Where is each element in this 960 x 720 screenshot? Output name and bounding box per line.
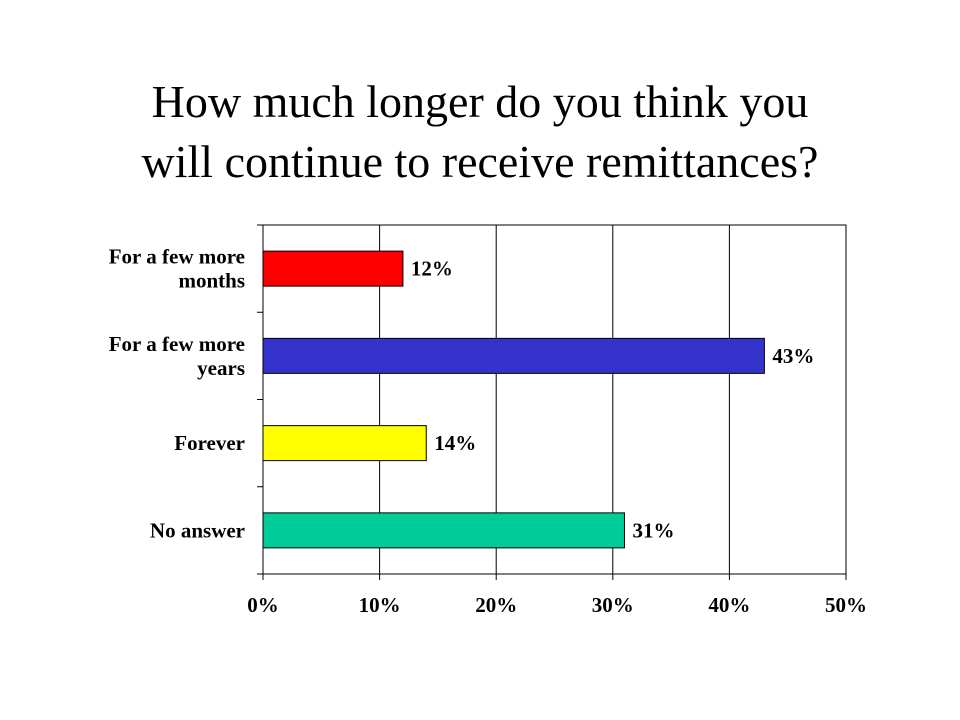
category-label: Forever — [174, 431, 245, 455]
bar — [262, 512, 625, 549]
category-label: months — [178, 269, 245, 293]
data-label: 31% — [632, 518, 674, 542]
x-tick-label: 40% — [708, 593, 750, 617]
slide-title: How much longer do you think you will co… — [0, 72, 960, 192]
bar — [262, 425, 427, 462]
category-label: For a few more — [109, 245, 245, 269]
bar — [262, 337, 765, 374]
axes — [257, 224, 847, 580]
x-tick-label: 10% — [359, 593, 401, 617]
x-tick-label: 50% — [825, 593, 867, 617]
category-label: No answer — [150, 518, 245, 542]
category-label: years — [197, 356, 245, 380]
x-tick-label: 30% — [592, 593, 634, 617]
title-line-2: will continue to receive remittances? — [141, 136, 819, 187]
data-label: 14% — [434, 431, 476, 455]
bars — [262, 250, 765, 549]
data-label: 12% — [411, 257, 453, 281]
data-label: 43% — [772, 344, 814, 368]
title-line-1: How much longer do you think you — [151, 76, 809, 127]
x-tick-label: 0% — [247, 593, 279, 617]
x-tick-label: 20% — [475, 593, 517, 617]
bar — [262, 250, 404, 287]
labels: 0% 10% 20% 30% 40% 50%12%For a few moremonths… — [109, 245, 867, 617]
category-label: For a few more — [109, 332, 245, 356]
